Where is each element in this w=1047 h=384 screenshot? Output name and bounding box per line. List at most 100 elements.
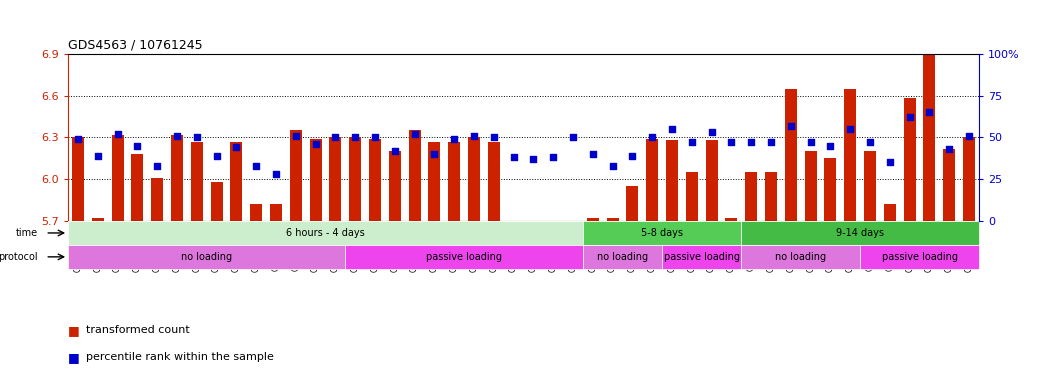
Text: no loading: no loading [181, 252, 232, 262]
Text: ■: ■ [68, 324, 80, 337]
Bar [210, 182, 223, 221]
Point [544, 154, 561, 161]
Bar [646, 139, 659, 221]
Point [129, 143, 146, 149]
Point [486, 134, 503, 141]
Bar [346, 245, 583, 269]
Bar [583, 245, 662, 269]
Point [446, 136, 463, 142]
Text: passive loading: passive loading [882, 252, 958, 262]
Bar [765, 172, 777, 221]
Bar [528, 221, 539, 246]
Bar [726, 218, 737, 221]
Bar [884, 204, 896, 221]
Bar [290, 131, 302, 221]
Text: protocol: protocol [0, 252, 38, 262]
Bar [824, 158, 837, 221]
Bar [68, 221, 583, 245]
Point [604, 163, 621, 169]
Text: transformed count: transformed count [86, 325, 190, 335]
Bar [488, 142, 499, 221]
Point [901, 114, 918, 121]
Bar [369, 139, 381, 221]
Text: GDS4563 / 10761245: GDS4563 / 10761245 [68, 38, 203, 51]
Text: percentile rank within the sample: percentile rank within the sample [86, 352, 273, 362]
Point [89, 153, 106, 159]
Bar [923, 54, 935, 221]
Bar [112, 135, 124, 221]
Point [802, 139, 819, 146]
Point [822, 143, 839, 149]
Point [228, 144, 245, 151]
Point [268, 171, 285, 177]
Bar [508, 221, 519, 246]
Point [466, 132, 483, 139]
Bar [963, 137, 975, 221]
Text: ■: ■ [68, 351, 80, 364]
Text: passive loading: passive loading [426, 252, 503, 262]
Bar [408, 131, 421, 221]
Point [506, 154, 522, 161]
Point [664, 126, 681, 132]
Point [762, 139, 779, 146]
Point [882, 159, 898, 166]
Text: time: time [16, 228, 38, 238]
Bar [92, 218, 104, 221]
Point [307, 141, 324, 147]
Text: 5-8 days: 5-8 days [641, 228, 683, 238]
Point [366, 134, 383, 141]
Point [406, 131, 423, 137]
Point [704, 129, 720, 136]
Point [386, 148, 403, 154]
Point [426, 151, 443, 157]
Bar [662, 245, 741, 269]
Bar [132, 154, 143, 221]
Point [743, 139, 760, 146]
Text: passive loading: passive loading [664, 252, 740, 262]
Text: 9-14 days: 9-14 days [837, 228, 884, 238]
Point [287, 132, 305, 139]
Bar [171, 135, 183, 221]
Bar [72, 137, 84, 221]
Bar [448, 142, 460, 221]
Bar [686, 172, 697, 221]
Text: no loading: no loading [775, 252, 826, 262]
Point [644, 134, 661, 141]
Point [961, 132, 978, 139]
Point [842, 126, 859, 132]
Point [69, 136, 86, 142]
Bar [191, 142, 203, 221]
Bar [388, 151, 401, 221]
Point [782, 122, 799, 129]
Bar [583, 221, 741, 245]
Bar [745, 172, 757, 221]
Bar [567, 221, 579, 246]
Bar [310, 139, 321, 221]
Point [723, 139, 740, 146]
Bar [805, 151, 817, 221]
Bar [904, 98, 915, 221]
Point [149, 163, 165, 169]
Bar [706, 140, 717, 221]
Bar [626, 186, 639, 221]
Point [327, 134, 343, 141]
Bar [864, 151, 876, 221]
Bar [230, 142, 242, 221]
Bar [270, 204, 282, 221]
Text: 6 hours - 4 days: 6 hours - 4 days [286, 228, 364, 238]
Point [684, 139, 700, 146]
Point [862, 139, 878, 146]
Bar [741, 221, 979, 245]
Bar [68, 245, 346, 269]
Point [921, 109, 938, 115]
Text: no loading: no loading [597, 252, 648, 262]
Point [584, 151, 601, 157]
Point [941, 146, 958, 152]
Bar [666, 140, 678, 221]
Point [624, 153, 641, 159]
Bar [350, 137, 361, 221]
Bar [151, 178, 163, 221]
Point [109, 131, 126, 137]
Bar [587, 218, 599, 221]
Bar [785, 89, 797, 221]
